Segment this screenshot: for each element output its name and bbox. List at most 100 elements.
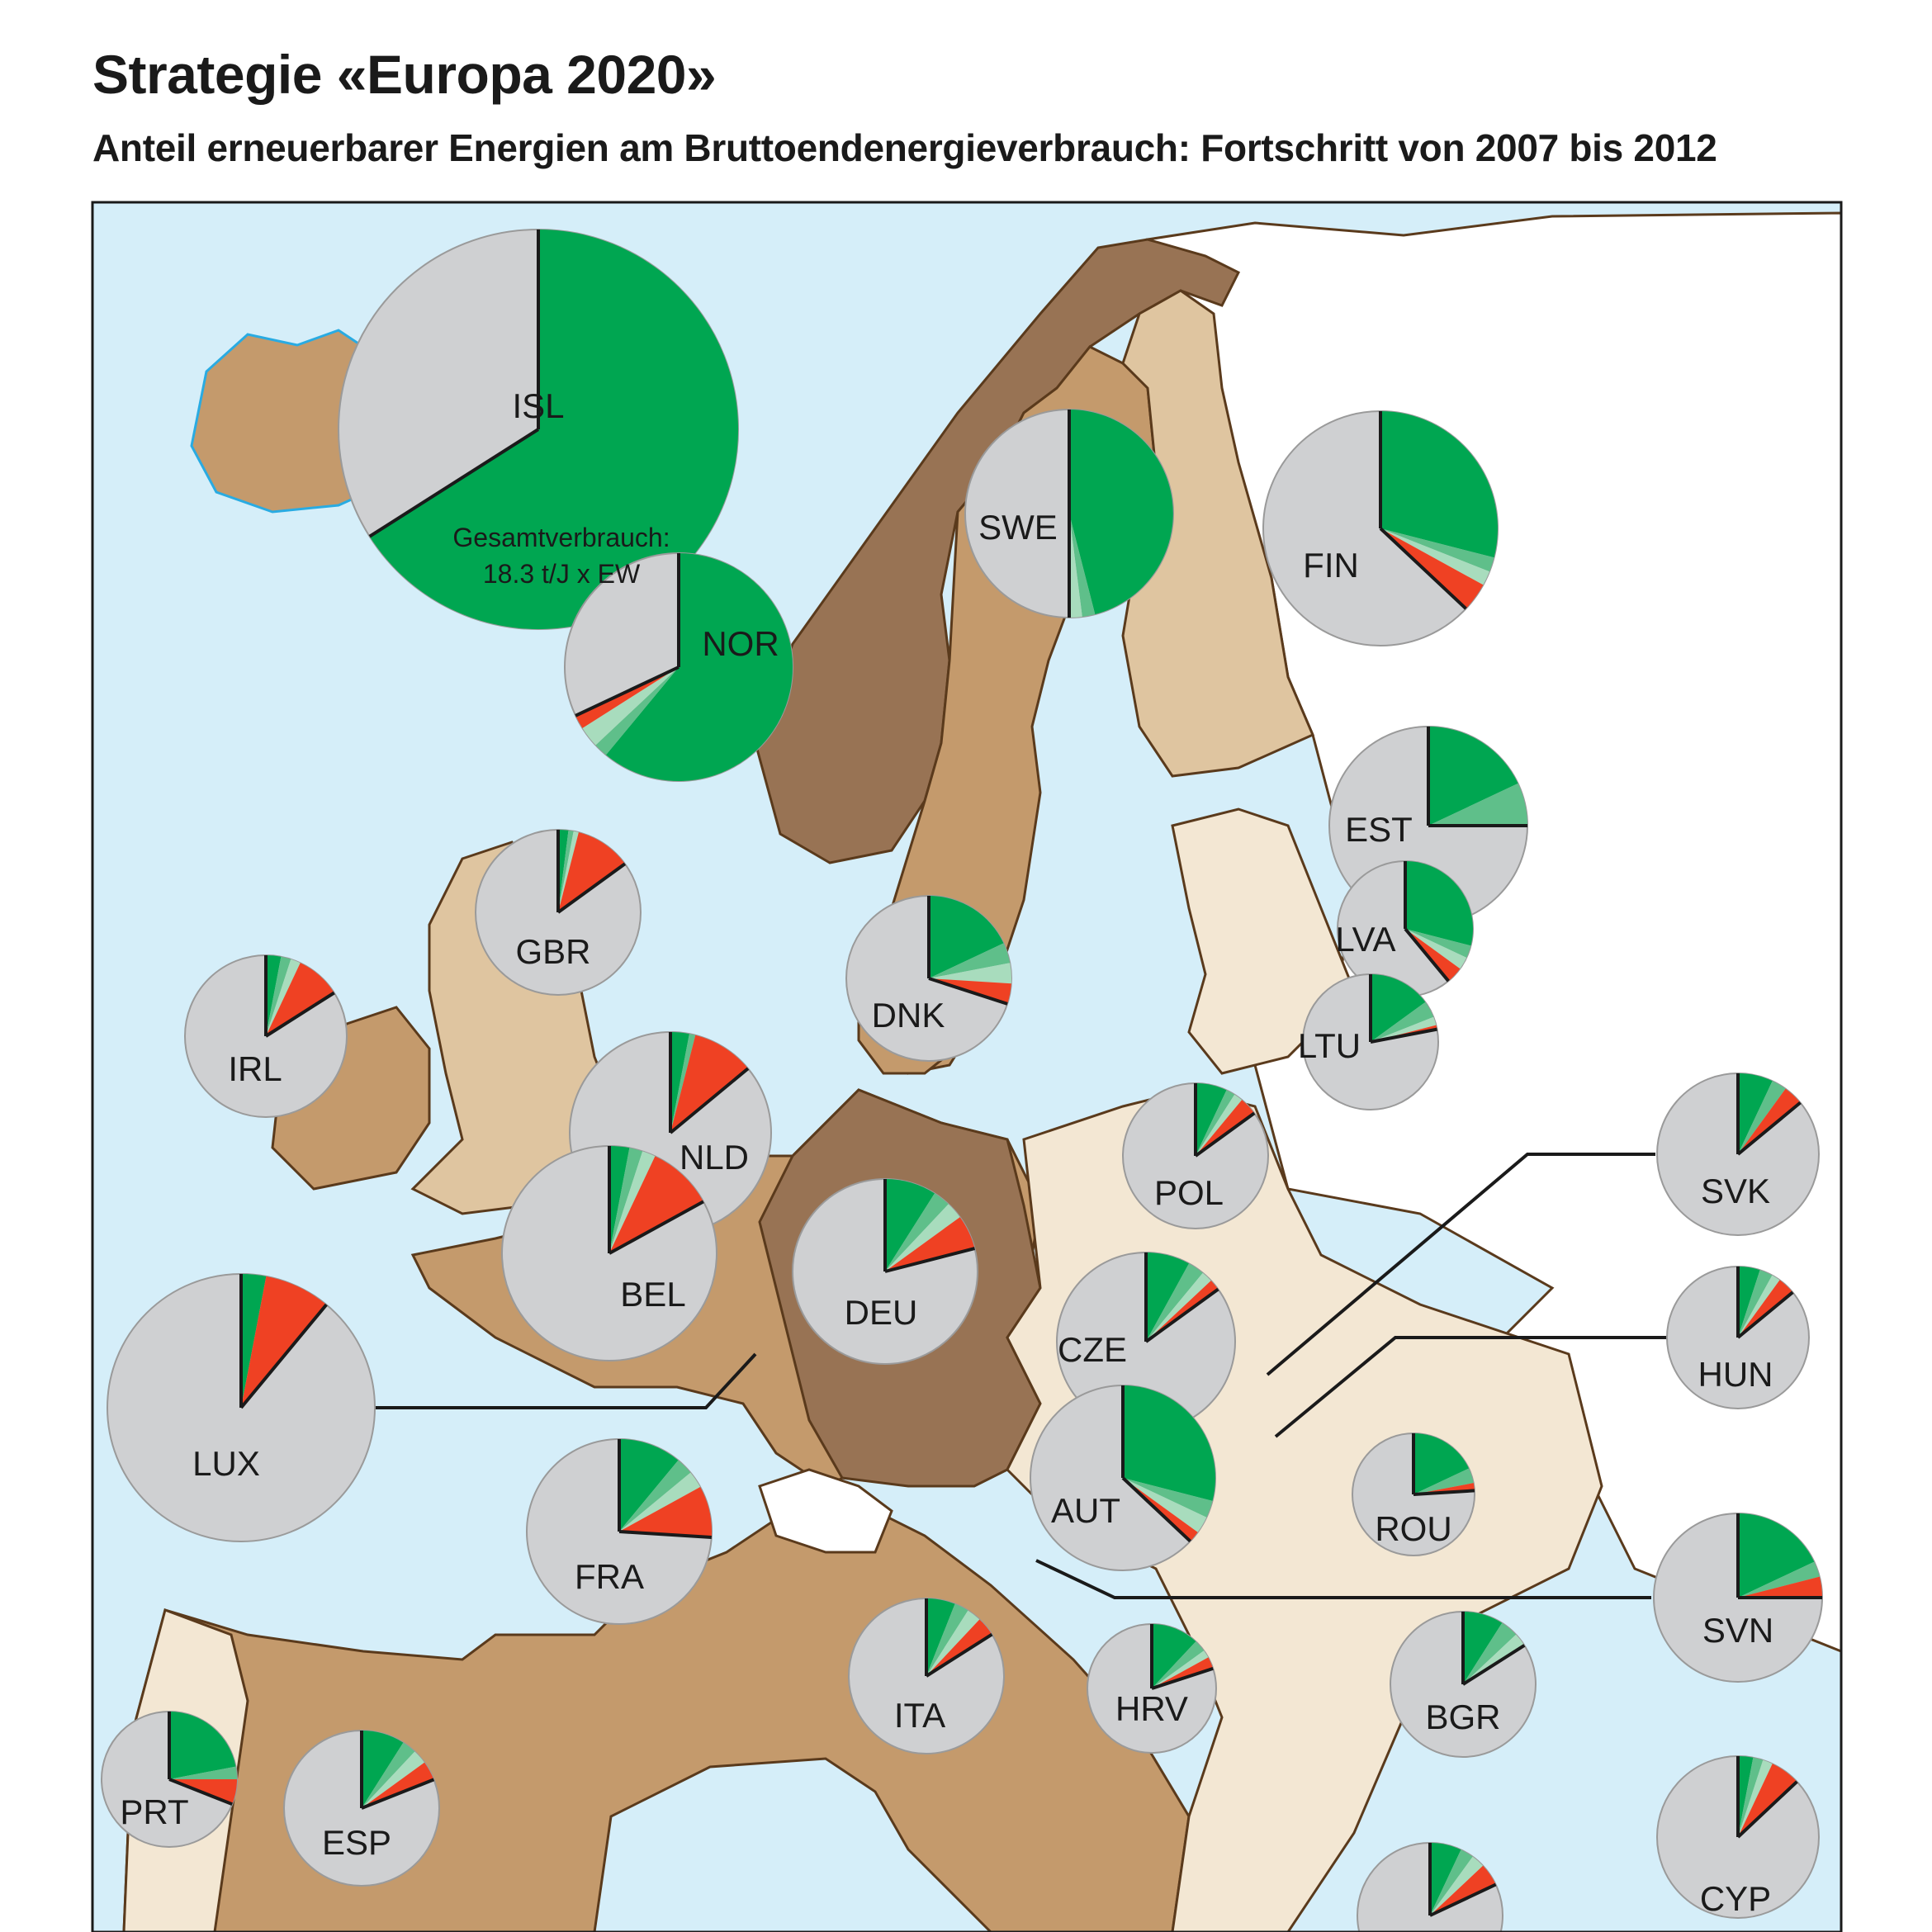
svn-leader [1035,1559,1651,1599]
pie-slice-ita-renewable [926,1598,955,1676]
pie-slice-grc-increase-b [1430,1856,1484,1915]
pie-label-gbr: GBR [515,932,590,971]
switzerland [758,1468,893,1554]
pie-slice-svk-gap [1738,1088,1801,1154]
pie-slice-bel-gap [609,1156,703,1253]
pie-line-cze-end [1144,1287,1219,1343]
pie-slice-pol-increase-b [1196,1094,1243,1156]
pie-line-aut-end [1121,1476,1191,1543]
pie-slice-fra-gap [619,1487,713,1537]
pie-label-svk: SVK [1701,1172,1770,1210]
pie-slice-gbr-increase-a [558,830,574,912]
pie-line-lva-end [1404,927,1450,983]
pie-slice-svn-renewable [1738,1513,1815,1598]
pie-slice-aut-renewable [1123,1385,1216,1501]
pie-slice-grc-renewable [1430,1843,1461,1915]
pie-slice-gbr-increase-b [558,831,579,912]
pie-label-cze: CZE [1058,1330,1127,1369]
pie-label-bgr: BGR [1425,1698,1500,1736]
pie-slice-hun-increase-a [1738,1270,1773,1338]
pie-slice-svn-increase-a [1738,1561,1820,1598]
subtitle: Anteil erneuerbarer Energien am Bruttoen… [92,126,1717,169]
pie-slice-nor-gap [575,667,679,728]
pie-slice-nor-renewable [606,553,793,781]
pie-slice-isl-renewable [369,230,739,629]
pie-slice-gbr-gap [558,832,625,912]
pie-line-hun-end [1736,1290,1794,1339]
pie-label-hun: HUN [1698,1355,1773,1394]
pie-layer: ISL NOR SWE FIN EST LVA LTU DNK GBR IRL NLD BEL DEU L… [101,229,1823,1932]
pie-slice-est-renewable [1428,727,1518,826]
pie-slice-swe-increase-b [1069,514,1082,618]
pie-slice-prt-increase-a [169,1766,237,1779]
pie-line-gbr-end [556,862,627,914]
pie-line-irl-end [264,991,335,1038]
pie-line-esp-end [361,1778,435,1810]
pie-line-cyp-end [1736,1780,1798,1839]
pie-label-est: EST [1345,810,1413,849]
pie-slice-esp-gap [362,1762,434,1808]
pie-slice-grc-increase-a [1430,1849,1473,1915]
title: Strategie «Europa 2020» [92,44,717,105]
pie-slice-svk-renewable [1738,1073,1773,1154]
pie-label-svn: SVN [1702,1611,1773,1650]
pie-slice-ita-increase-a [926,1603,968,1676]
legend-note-line2: 18.3 t/J x EW [483,559,641,589]
leader-lines [372,1153,1668,1599]
pie-slice-ltu-increase-b [1371,1016,1437,1042]
pie-line-dnk-end [928,977,1008,1006]
pie-slice-fra-increase-a [619,1460,691,1532]
pie-label-isl: ISL [512,386,564,425]
pie-slice-pol-increase-a [1196,1090,1235,1156]
pie-label-irl: IRL [228,1049,282,1088]
pie-slice-nor-increase-b [582,667,679,746]
pie-slice-pol-renewable [1196,1083,1227,1156]
pie-label-rou: ROU [1375,1509,1451,1548]
pie-line-grc-end [1429,1882,1497,1917]
pie-slice-cze-renewable [1146,1252,1189,1342]
pie-slice-hun-gap [1738,1280,1793,1338]
pie-slice-aut-increase-b [1123,1478,1207,1532]
legend-note-line1: Gesamtverbrauch: [452,523,670,552]
pie-label-lux: LUX [192,1444,260,1483]
pie-slice-hrv-gap [1152,1657,1214,1688]
pie-slice-esp-increase-b [362,1751,424,1808]
pie-line-bel-end [608,1200,704,1255]
pie-label-ita: ITA [894,1696,945,1735]
pie-slice-svk-increase-a [1738,1081,1786,1154]
pie-slice-bgr-increase-a [1463,1622,1517,1684]
pie-slice-cze-gap [1146,1281,1219,1342]
pie-slice-lva-renewable [1405,861,1473,946]
pie-label-fra: FRA [575,1557,644,1596]
pie-slice-bel-increase-b [609,1151,656,1253]
pie-label-esp: ESP [322,1823,391,1862]
pie-line-fra-end [618,1530,712,1539]
pie-slice-deu-renewable [885,1179,935,1271]
pie-slice-cze-increase-a [1146,1263,1203,1342]
pie-slice-nld-renewable [670,1032,689,1133]
pie-line-isl-end [368,428,540,538]
pie-slice-deu-increase-a [885,1193,949,1271]
pie-slice-fra-renewable [619,1439,679,1532]
pie-slice-grc-gap [1430,1865,1496,1915]
pie-label-nor: NOR [702,624,779,663]
pie-slice-bgr-renewable [1463,1612,1503,1684]
pie-slice-bel-renewable [609,1146,630,1253]
pie-slice-cyp-increase-a [1738,1757,1764,1837]
pie-slice-esp-increase-a [362,1742,415,1808]
pie-slice-irl-increase-a [266,956,291,1036]
svk-leader [1266,1153,1655,1376]
pie-slice-bel-increase-a [609,1148,643,1253]
pie-slice-est-increase-a [1428,783,1527,826]
pie-line-nor-end [575,665,680,717]
pie-slice-rou-increase-a [1413,1468,1474,1494]
pie-slice-hrv-increase-a [1152,1641,1205,1688]
finland [1121,289,1314,778]
pie-slice-fra-increase-b [619,1472,701,1532]
pie-slice-hun-increase-b [1738,1275,1780,1338]
pie-slice-bgr-increase-b [1463,1634,1525,1684]
pie-label-swe: SWE [978,508,1058,547]
pie-slice-prt-renewable [169,1712,236,1779]
pie-label-dnk: DNK [872,996,945,1035]
pie-slice-esp-renewable [362,1731,404,1808]
